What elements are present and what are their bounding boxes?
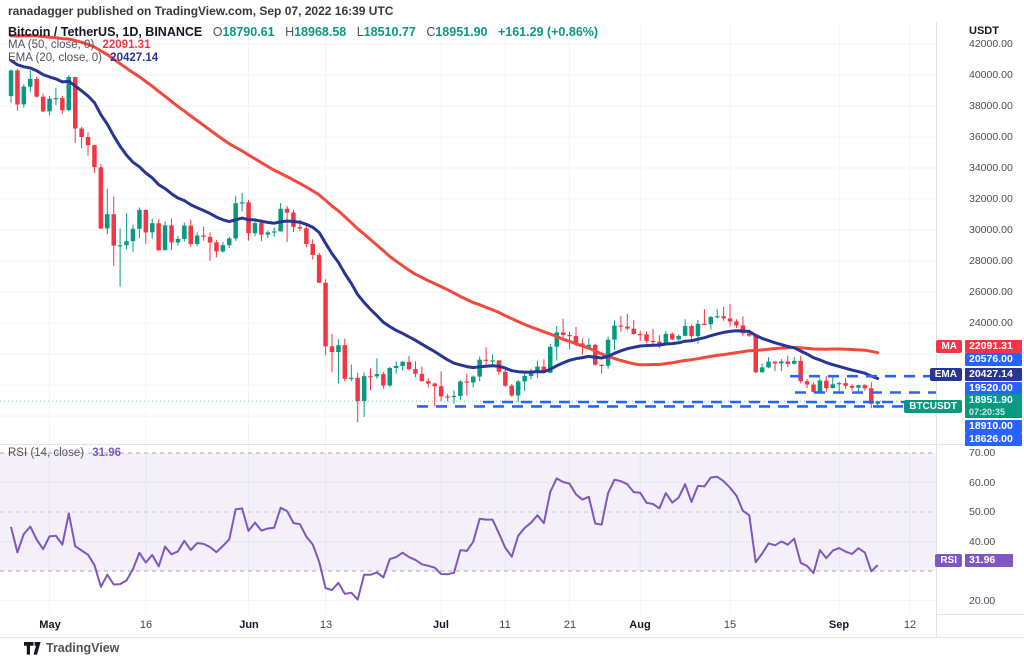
price-axis[interactable]: USDT 42000.00 40000.00 38000.00 36000.00 340… xyxy=(937,22,1024,637)
price-tick: 32000.00 xyxy=(969,193,1013,205)
time-axis[interactable]: May 16 Jun 13 Jul 11 21 Aug 15 Sep 12 xyxy=(0,614,936,637)
time-tick: 21 xyxy=(563,619,577,631)
time-tick: Jun xyxy=(239,619,259,631)
tradingview-logo[interactable]: TradingView xyxy=(24,641,119,655)
rsi-tick: 50.00 xyxy=(969,506,996,518)
price-tick: 42000.00 xyxy=(969,38,1013,50)
time-tick: 13 xyxy=(319,619,333,631)
close-value: 18951.90 xyxy=(435,25,488,39)
candles-layer xyxy=(8,68,880,423)
price-tick: 34000.00 xyxy=(969,162,1013,174)
time-tick: 11 xyxy=(499,619,511,631)
symbol-legend[interactable]: Bitcoin / TetherUS, 1D, BINANCE O18790.6… xyxy=(8,25,598,39)
price-tick: 28000.00 xyxy=(969,255,1013,267)
rsi-legend-label: RSI (14, close) xyxy=(8,447,85,459)
time-tick: May xyxy=(39,619,61,631)
time-tick: 12 xyxy=(903,619,917,631)
tradingview-mark-icon xyxy=(24,641,41,655)
high-value: 18968.58 xyxy=(294,25,347,39)
change-value: +161.29 (+0.86%) xyxy=(497,25,599,39)
rsi-tick: 20.00 xyxy=(969,595,996,607)
ma-line[interactable] xyxy=(9,34,880,367)
price-tick: 26000.00 xyxy=(969,286,1013,298)
price-tick: 36000.00 xyxy=(969,131,1013,143)
rsi-band xyxy=(0,452,936,572)
ema-legend[interactable]: EMA (20, close, 0) 20427.14 xyxy=(8,52,158,64)
high-label: H xyxy=(285,25,295,39)
rsi-tick: 60.00 xyxy=(969,477,996,489)
rsi-tick: 70.00 xyxy=(969,447,996,459)
low-label: L xyxy=(356,25,364,39)
price-tick: 40000.00 xyxy=(969,69,1013,81)
close-label: C xyxy=(426,25,436,39)
time-tick: Jul xyxy=(433,619,449,631)
open-value: 18790.61 xyxy=(222,25,275,39)
grid-layer xyxy=(0,22,936,614)
tradingview-wordmark: TradingView xyxy=(46,641,120,655)
ma-legend-label: MA (50, close, 0) xyxy=(8,39,95,51)
open-label: O xyxy=(212,25,223,39)
ma-legend[interactable]: MA (50, close, 0) 22091.31 xyxy=(8,39,150,51)
time-tick: 16 xyxy=(139,619,153,631)
rsi-legend-value: 31.96 xyxy=(92,447,122,459)
time-tick: Sep xyxy=(828,619,850,631)
symbol-title: Bitcoin / TetherUS, 1D, BINANCE xyxy=(8,25,203,39)
time-tick: Aug xyxy=(629,619,651,631)
low-value: 18510.77 xyxy=(363,25,416,39)
ma-legend-value: 22091.31 xyxy=(102,39,151,51)
ema-legend-label: EMA (20, close, 0) xyxy=(8,52,102,64)
axis-currency-label: USDT xyxy=(969,25,999,37)
publish-header: ranadagger published on TradingView.com,… xyxy=(0,0,1024,22)
ema-legend-value: 20427.14 xyxy=(110,52,159,64)
price-tick: 30000.00 xyxy=(969,224,1013,236)
price-tick: 24000.00 xyxy=(969,317,1013,329)
rsi-tick: 40.00 xyxy=(969,536,996,548)
rsi-legend[interactable]: RSI (14, close) 31.96 xyxy=(8,447,121,459)
ema-line[interactable] xyxy=(9,59,880,380)
time-tick: 15 xyxy=(723,619,737,631)
rsi-line[interactable] xyxy=(10,475,879,601)
price-tick: 38000.00 xyxy=(969,100,1013,112)
